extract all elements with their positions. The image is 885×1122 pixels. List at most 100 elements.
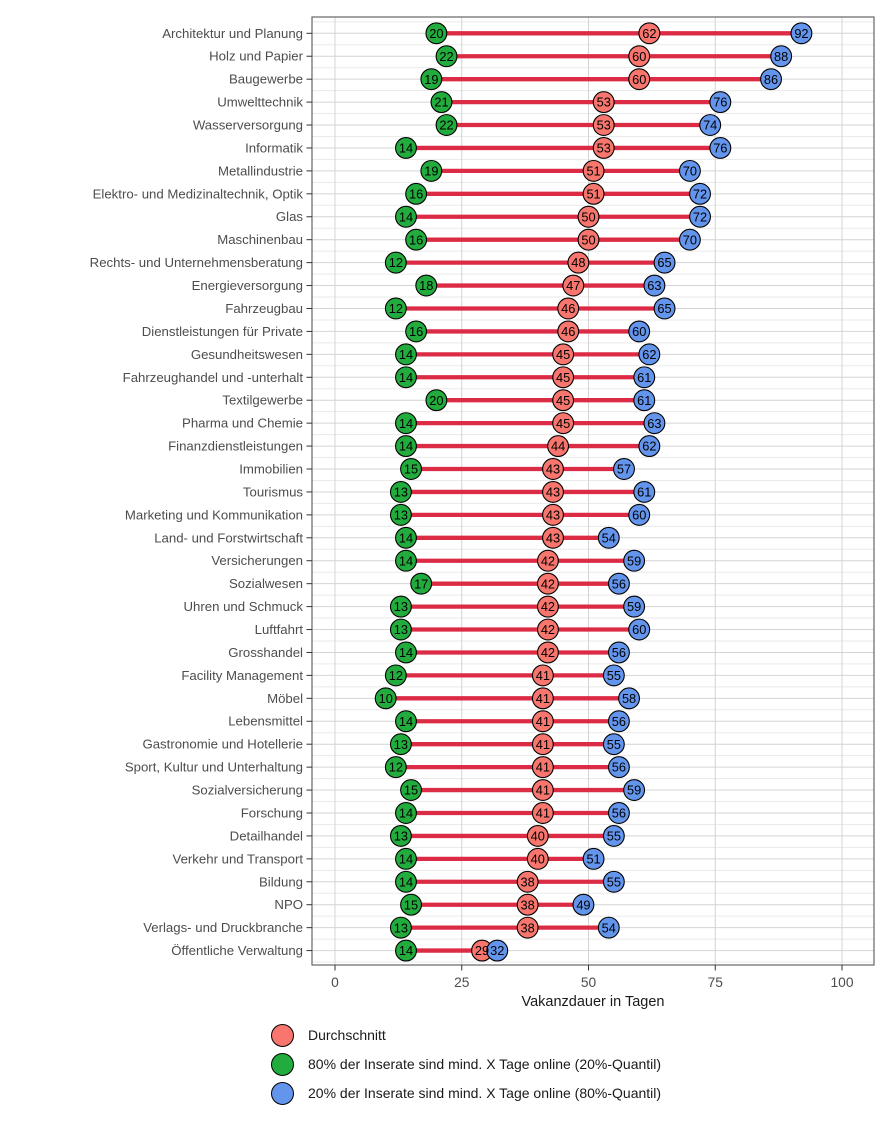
category-label: Maschinenbau xyxy=(217,232,303,247)
point-q80 xyxy=(602,824,625,847)
point-q20 xyxy=(395,205,417,228)
point-mean xyxy=(628,68,651,91)
category-label: Verlags- und Druckbranche xyxy=(143,920,303,935)
x-tick-label: 50 xyxy=(581,975,597,990)
category-label: Energieversorgung xyxy=(192,278,303,293)
point-q20 xyxy=(435,45,458,68)
point-mean xyxy=(552,389,575,412)
row-9: 16 50 70 Maschinenbau xyxy=(217,228,701,251)
point-q20-label: 15 xyxy=(404,462,418,477)
point-q80 xyxy=(699,114,722,136)
point-mean-label: 50 xyxy=(581,209,595,224)
point-q80 xyxy=(628,503,651,526)
point-q20 xyxy=(389,824,412,847)
point-q80-label: 72 xyxy=(693,209,707,224)
row-25: 13 42 59 Uhren und Schmuck xyxy=(184,595,646,618)
point-q20-label: 22 xyxy=(439,49,453,64)
point-mean xyxy=(531,756,554,779)
point-q80 xyxy=(486,939,509,962)
category-label: Facility Management xyxy=(181,668,303,683)
point-q20 xyxy=(405,320,428,343)
point-mean-label: 43 xyxy=(546,462,560,477)
category-label: Land- und Forstwirtschaft xyxy=(154,530,303,545)
point-mean-label: 45 xyxy=(556,370,570,385)
point-q20-label: 14 xyxy=(399,530,413,545)
point-q80-label: 65 xyxy=(657,255,671,270)
plot-area: 20 62 92 Architektur und Planung 22 60 88 Holz … xyxy=(90,16,875,1010)
point-q20-label: 13 xyxy=(394,622,408,637)
x-tick-label: 25 xyxy=(454,975,470,990)
category-label: NPO xyxy=(274,897,303,912)
point-q80 xyxy=(623,779,646,802)
x-axis-title: Vakanzdauer in Tagen xyxy=(522,994,665,1010)
category-label: Forschung xyxy=(241,805,303,820)
point-q80 xyxy=(678,159,701,182)
point-q20 xyxy=(389,503,412,526)
category-label: Informatik xyxy=(245,140,303,155)
point-q80-label: 61 xyxy=(637,393,651,408)
point-q20 xyxy=(425,22,448,45)
legend-marker-20-quantil xyxy=(271,1052,294,1076)
point-mean xyxy=(536,618,559,641)
point-mean xyxy=(526,847,549,870)
point-q80 xyxy=(607,641,630,664)
category-label: Fahrzeughandel und -unterhalt xyxy=(123,370,304,385)
row-22: 14 43 54 Land- und Forstwirtschaft xyxy=(154,526,620,549)
point-mean-label: 43 xyxy=(546,485,560,500)
point-mean xyxy=(536,572,559,595)
point-q80-label: 49 xyxy=(576,897,590,912)
row-28: 12 41 55 Facility Management xyxy=(181,664,625,687)
point-q80 xyxy=(709,137,732,159)
point-q80 xyxy=(623,549,646,572)
point-mean xyxy=(552,343,575,366)
category-label: Baugewerbe xyxy=(229,72,303,87)
point-mean xyxy=(562,274,585,297)
point-mean xyxy=(542,526,564,549)
row-10: 12 48 65 Rechts- und Unternehmensberatung xyxy=(90,251,676,274)
point-q20 xyxy=(430,91,453,114)
point-q20 xyxy=(395,435,417,458)
row-4: 22 53 74 Wasserversorgung xyxy=(193,114,722,136)
point-q20 xyxy=(395,641,417,664)
category-label: Grosshandel xyxy=(228,645,303,660)
point-q80 xyxy=(638,435,661,458)
point-q80-label: 60 xyxy=(632,324,646,339)
point-q20 xyxy=(395,526,417,549)
point-mean-label: 43 xyxy=(546,530,560,545)
point-mean xyxy=(557,320,580,343)
point-q80 xyxy=(602,870,625,893)
point-q80 xyxy=(653,297,676,320)
point-q80 xyxy=(653,251,676,274)
point-q20 xyxy=(395,802,417,824)
category-label: Architektur und Planung xyxy=(162,26,303,41)
row-2: 19 60 86 Baugewerbe xyxy=(229,68,782,91)
point-mean xyxy=(536,549,559,572)
category-label: Fahrzeugbau xyxy=(225,301,303,316)
point-q20-label: 12 xyxy=(389,255,403,270)
point-mean xyxy=(536,641,559,664)
point-q20 xyxy=(389,916,412,939)
point-mean xyxy=(577,205,600,228)
point-mean-label: 60 xyxy=(632,72,646,87)
point-mean xyxy=(536,595,559,618)
point-q80-label: 54 xyxy=(602,920,616,935)
point-mean xyxy=(547,435,570,458)
point-q80-label: 62 xyxy=(642,347,656,362)
point-q80 xyxy=(582,847,605,870)
legend-label-durchschnitt: Durchschnitt xyxy=(308,1027,386,1043)
category-label: Dienstleistungen für Private xyxy=(142,324,303,339)
point-q80-label: 59 xyxy=(627,783,641,798)
point-mean-label: 43 xyxy=(546,507,560,522)
point-mean-label: 45 xyxy=(556,347,570,362)
legend-item-durchschnitt: Durchschnitt xyxy=(271,1023,661,1047)
point-mean-label: 42 xyxy=(541,622,555,637)
point-q20-label: 14 xyxy=(399,806,413,821)
point-mean-label: 40 xyxy=(531,851,545,866)
point-mean xyxy=(552,412,575,435)
x-tick-label: 75 xyxy=(708,975,724,990)
point-q20-label: 12 xyxy=(389,301,403,316)
category-label: Uhren und Schmuck xyxy=(184,599,304,614)
point-mean-label: 41 xyxy=(536,806,550,821)
point-q80-label: 55 xyxy=(607,874,621,889)
row-11: 18 47 63 Energieversorgung xyxy=(192,274,666,297)
